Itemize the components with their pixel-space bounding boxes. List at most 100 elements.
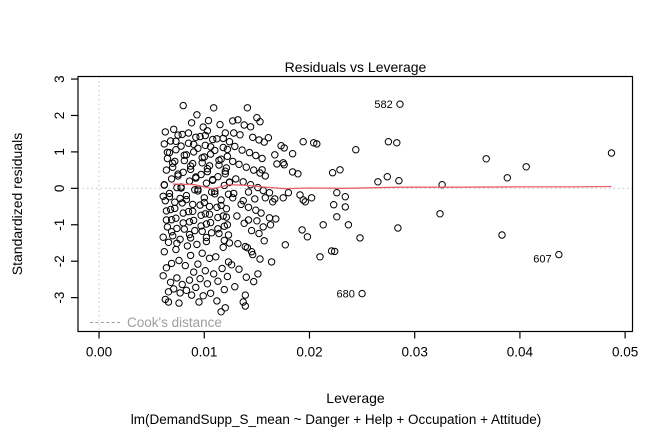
data-point (249, 133, 257, 142)
data-point (186, 162, 195, 170)
data-point (607, 149, 616, 157)
data-point (172, 245, 180, 254)
dashed-line-icon (90, 322, 120, 323)
data-point (171, 204, 179, 213)
data-point (211, 146, 219, 155)
data-point (201, 141, 210, 150)
x-tick-label: 0.04 (507, 345, 534, 360)
data-point (161, 128, 170, 136)
data-point (161, 197, 170, 205)
data-point (219, 143, 227, 152)
data-point (272, 215, 280, 223)
data-point (206, 150, 215, 158)
data-point (189, 207, 197, 216)
data-point (187, 119, 196, 127)
data-point (327, 247, 336, 255)
data-point (438, 181, 446, 189)
data-point (174, 131, 182, 139)
data-point (203, 165, 212, 173)
data-point (197, 222, 205, 230)
data-point (246, 181, 255, 189)
data-point (184, 129, 193, 137)
data-point (241, 291, 250, 299)
data-point (249, 250, 257, 259)
data-point (219, 212, 227, 220)
data-point (189, 200, 197, 209)
data-point (301, 198, 309, 206)
data-point (242, 273, 251, 281)
data-point (206, 218, 215, 227)
outlier-point (555, 250, 563, 259)
data-point (328, 169, 337, 177)
data-point (223, 221, 232, 229)
data-point (307, 194, 316, 202)
data-point (196, 132, 204, 141)
data-point (173, 239, 181, 248)
data-point (190, 140, 198, 149)
data-point (163, 223, 172, 231)
data-point (352, 146, 360, 154)
data-point (184, 207, 193, 216)
data-point (246, 123, 255, 131)
data-point (215, 229, 223, 238)
data-point (244, 216, 253, 224)
data-point (242, 163, 251, 171)
data-point (185, 177, 194, 185)
data-point (393, 139, 401, 147)
data-point (201, 267, 210, 275)
data-point (166, 205, 175, 214)
data-point (162, 207, 171, 215)
data-point (212, 253, 220, 261)
data-point (179, 209, 187, 217)
data-point (186, 251, 195, 260)
data-point (288, 150, 297, 158)
data-point (229, 117, 237, 125)
data-point (202, 179, 211, 187)
data-point (296, 191, 304, 199)
data-point (236, 131, 244, 139)
data-point (336, 166, 344, 174)
data-point (162, 216, 171, 224)
data-point (260, 237, 268, 245)
data-point (177, 142, 185, 150)
data-point (241, 242, 250, 251)
data-point (187, 291, 196, 299)
data-point (284, 189, 293, 197)
data-point (267, 258, 276, 266)
data-point (313, 140, 321, 148)
data-point (172, 137, 180, 146)
data-point (175, 299, 183, 307)
data-point (265, 189, 274, 197)
data-point (225, 138, 234, 146)
data-point (198, 249, 206, 257)
data-point (213, 203, 221, 212)
data-point (160, 248, 169, 256)
data-point (210, 270, 218, 278)
data-point (253, 217, 261, 225)
data-point (202, 237, 211, 246)
data-point (180, 225, 189, 233)
data-point (167, 216, 176, 224)
data-point (179, 101, 187, 110)
data-point (264, 134, 273, 142)
data-point (162, 264, 171, 272)
data-point (189, 159, 197, 168)
data-point (192, 173, 200, 181)
data-point (240, 121, 248, 129)
data-point (261, 194, 269, 202)
data-point (166, 278, 175, 286)
data-point (231, 142, 239, 151)
x-axis-label: Leverage (326, 390, 385, 406)
data-point (498, 231, 506, 239)
data-point (220, 236, 229, 245)
data-point (164, 238, 173, 247)
data-point (247, 226, 256, 235)
data-point (218, 264, 226, 273)
data-point (173, 224, 181, 233)
x-tick-label: 0.03 (402, 345, 428, 360)
data-point (213, 297, 221, 305)
data-point (176, 289, 184, 297)
data-point (383, 173, 391, 181)
data-point (206, 289, 215, 297)
